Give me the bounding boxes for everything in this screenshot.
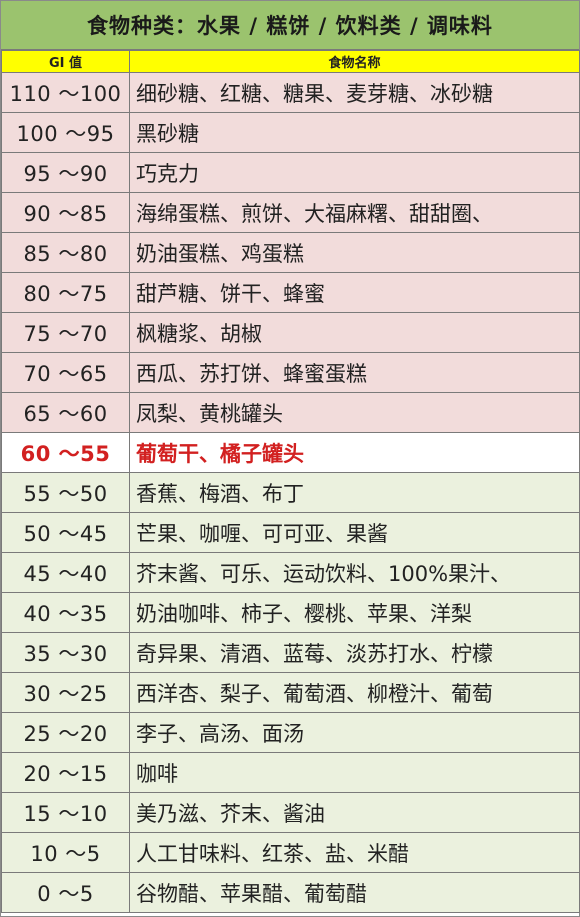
food-names-cell: 芒果、咖喱、可可亚、果酱 [129, 512, 580, 553]
table-row: 10 ～5 人工甘味料、红茶、盐、米醋 [1, 832, 580, 873]
table-title: 食物种类：水果 / 糕饼 / 饮料类 / 调味料 [1, 1, 579, 50]
food-names-cell: 奶油咖啡、柿子、樱桃、苹果、洋梨 [129, 592, 580, 633]
food-names-cell: 细砂糖、红糖、糖果、麦芽糖、冰砂糖 [129, 72, 580, 113]
food-names-cell: 李子、高汤、面汤 [129, 712, 580, 753]
food-names-cell: 美乃滋、芥末、酱油 [129, 792, 580, 833]
food-names-cell: 咖啡 [129, 752, 580, 793]
food-names-cell: 海绵蛋糕、煎饼、大福麻糬、甜甜圈、 [129, 192, 580, 233]
table-row: 25 ～20 李子、高汤、面汤 [1, 712, 580, 753]
table-row: 95 ～90 巧克力 [1, 152, 580, 193]
food-names-cell: 黑砂糖 [129, 112, 580, 153]
header-row: GI 值 食物名称 [1, 50, 580, 73]
gi-column-header: GI 值 [1, 50, 130, 73]
table-row: 60 ～55 葡萄干、橘子罐头 [1, 432, 580, 473]
gi-range-cell: 85 ～80 [1, 232, 130, 273]
foods-column-header: 食物名称 [129, 50, 580, 73]
table-row: 55 ～50 香蕉、梅酒、布丁 [1, 472, 580, 513]
table-row: 65 ～60 凤梨、黄桃罐头 [1, 392, 580, 433]
gi-range-cell: 80 ～75 [1, 272, 130, 313]
table-row: 90 ～85 海绵蛋糕、煎饼、大福麻糬、甜甜圈、 [1, 192, 580, 233]
table-row: 75 ～70 枫糖浆、胡椒 [1, 312, 580, 353]
gi-range-cell: 100 ～95 [1, 112, 130, 153]
table-row: 35 ～30 奇异果、清酒、蓝莓、淡苏打水、柠檬 [1, 632, 580, 673]
gi-range-cell: 45 ～40 [1, 552, 130, 593]
gi-range-cell: 40 ～35 [1, 592, 130, 633]
gi-range-cell: 0 ～5 [1, 872, 130, 913]
food-names-cell: 香蕉、梅酒、布丁 [129, 472, 580, 513]
gi-range-cell: 35 ～30 [1, 632, 130, 673]
gi-table: GI 值 食物名称 110 ～100 细砂糖、红糖、糖果、麦芽糖、冰砂糖 100 ～… [1, 50, 580, 913]
food-names-cell: 奶油蛋糕、鸡蛋糕 [129, 232, 580, 273]
food-names-cell: 葡萄干、橘子罐头 [129, 432, 580, 473]
table-row: 85 ～80 奶油蛋糕、鸡蛋糕 [1, 232, 580, 273]
gi-range-cell: 95 ～90 [1, 152, 130, 193]
gi-range-cell: 90 ～85 [1, 192, 130, 233]
gi-range-cell: 110 ～100 [1, 72, 130, 113]
table-row: 20 ～15 咖啡 [1, 752, 580, 793]
table-row: 40 ～35 奶油咖啡、柿子、樱桃、苹果、洋梨 [1, 592, 580, 633]
food-names-cell: 凤梨、黄桃罐头 [129, 392, 580, 433]
food-names-cell: 谷物醋、苹果醋、葡萄醋 [129, 872, 580, 913]
table-row: 70 ～65 西瓜、苏打饼、蜂蜜蛋糕 [1, 352, 580, 393]
table-row: 110 ～100 细砂糖、红糖、糖果、麦芽糖、冰砂糖 [1, 72, 580, 113]
gi-range-cell: 30 ～25 [1, 672, 130, 713]
food-names-cell: 巧克力 [129, 152, 580, 193]
table-row: 0 ～5 谷物醋、苹果醋、葡萄醋 [1, 872, 580, 913]
food-names-cell: 奇异果、清酒、蓝莓、淡苏打水、柠檬 [129, 632, 580, 673]
gi-range-cell: 50 ～45 [1, 512, 130, 553]
food-names-cell: 甜芦糖、饼干、蜂蜜 [129, 272, 580, 313]
food-names-cell: 芥末酱、可乐、运动饮料、100%果汁、 [129, 552, 580, 593]
table-body: 110 ～100 细砂糖、红糖、糖果、麦芽糖、冰砂糖 100 ～95 黑砂糖 95 ～9… [1, 72, 580, 913]
gi-range-cell: 70 ～65 [1, 352, 130, 393]
food-names-cell: 人工甘味料、红茶、盐、米醋 [129, 832, 580, 873]
food-names-cell: 枫糖浆、胡椒 [129, 312, 580, 353]
gi-range-cell: 55 ～50 [1, 472, 130, 513]
table-row: 45 ～40 芥末酱、可乐、运动饮料、100%果汁、 [1, 552, 580, 593]
gi-range-cell: 75 ～70 [1, 312, 130, 353]
gi-range-cell: 65 ～60 [1, 392, 130, 433]
gi-range-cell: 15 ～10 [1, 792, 130, 833]
gi-range-cell: 60 ～55 [1, 432, 130, 473]
table-row: 100 ～95 黑砂糖 [1, 112, 580, 153]
table-row: 50 ～45 芒果、咖喱、可可亚、果酱 [1, 512, 580, 553]
gi-range-cell: 10 ～5 [1, 832, 130, 873]
food-names-cell: 西洋杏、梨子、葡萄酒、柳橙汁、葡萄 [129, 672, 580, 713]
gi-range-cell: 25 ～20 [1, 712, 130, 753]
table-row: 15 ～10 美乃滋、芥末、酱油 [1, 792, 580, 833]
table-row: 80 ～75 甜芦糖、饼干、蜂蜜 [1, 272, 580, 313]
gi-range-cell: 20 ～15 [1, 752, 130, 793]
table-row: 30 ～25 西洋杏、梨子、葡萄酒、柳橙汁、葡萄 [1, 672, 580, 713]
food-names-cell: 西瓜、苏打饼、蜂蜜蛋糕 [129, 352, 580, 393]
